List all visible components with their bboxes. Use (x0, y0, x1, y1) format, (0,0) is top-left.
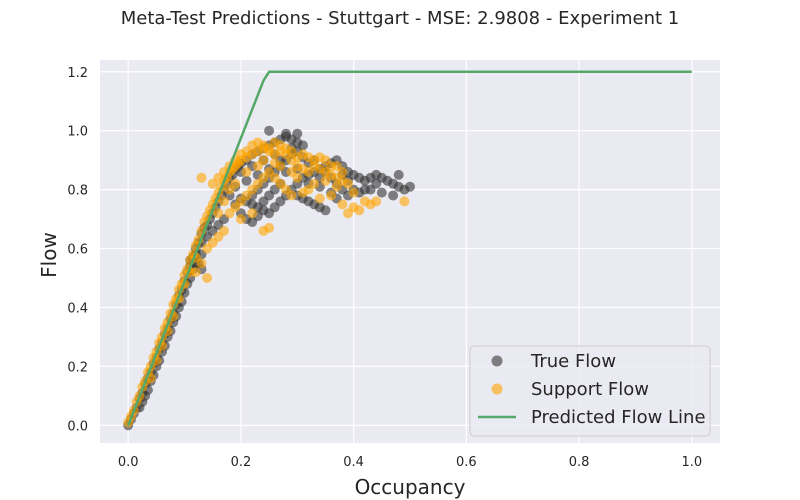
support-flow-point (331, 181, 342, 192)
support-flow-point (252, 161, 263, 172)
x-tick-label: 1.0 (681, 455, 702, 470)
y-tick-label: 0.8 (67, 184, 88, 199)
support-flow-point (297, 187, 308, 198)
true-flow-point (241, 175, 252, 186)
support-flow-point (213, 208, 224, 219)
series-layer (123, 70, 692, 431)
y-axis-label: Flow (37, 232, 61, 278)
x-tick-label: 0.0 (118, 455, 139, 470)
legend-label-support-flow: Support Flow (531, 379, 649, 400)
legend: True Flow Support Flow Predicted Flow Li… (469, 345, 711, 437)
y-tick-label: 1.0 (67, 125, 88, 140)
true-flow-point (388, 190, 399, 201)
support-flow-point (219, 196, 229, 207)
support-flow-point (235, 214, 246, 225)
support-flow-point (202, 273, 213, 283)
true-flow-point (405, 181, 415, 192)
support-flow-point (371, 196, 382, 207)
support-flow-point (326, 190, 337, 201)
y-tick-label: 0.6 (67, 243, 88, 258)
support-flow-point (241, 167, 252, 177)
support-flow-point (269, 158, 280, 169)
support-flow-point (343, 208, 353, 219)
legend-box (469, 345, 711, 437)
support-flow-point (314, 193, 325, 204)
support-flow-point (354, 205, 365, 216)
support-flow-point (264, 222, 275, 233)
true-flow-point (359, 184, 370, 195)
true-flow-point (292, 128, 303, 139)
support-flow-point (219, 225, 229, 236)
support-flow-point (348, 187, 359, 198)
chart-title: Meta-Test Predictions - Stuttgart - MSE:… (121, 8, 680, 29)
support-flow-point (247, 208, 258, 219)
tick-labels: 0.0 0.2 0.4 0.6 0.8 1.0 0.0 0.2 0.4 0.6 0.8 1.0 1.2 (67, 66, 702, 470)
support-flow-point (286, 190, 297, 201)
true-flow-point (281, 128, 291, 139)
x-axis-label: Occupancy (355, 475, 466, 499)
y-tick-label: 1.2 (67, 66, 88, 81)
true-flow-point (371, 178, 382, 189)
support-flow-point (207, 178, 218, 189)
support-flow-point (320, 175, 331, 186)
y-tick-label: 0.0 (67, 419, 88, 434)
support-flow-point (309, 178, 320, 189)
support-flow-point (399, 196, 410, 207)
legend-marker-true-flow (491, 355, 503, 367)
support-flow-point (196, 172, 207, 183)
x-tick-label: 0.6 (456, 455, 477, 470)
support-flow-point (224, 184, 235, 195)
true-flow-point (393, 169, 404, 180)
true-flow-point (247, 199, 258, 210)
support-flow-point (314, 152, 325, 163)
support-flow-point (337, 199, 348, 210)
support-flow-point (326, 161, 337, 172)
x-tick-label: 0.8 (569, 455, 590, 470)
predicted-flow-line (127, 70, 692, 426)
true-flow-point (376, 187, 387, 198)
legend-label-predicted-flow-line: Predicted Flow Line (531, 407, 706, 428)
x-tick-label: 0.2 (231, 455, 252, 470)
support-flow-point (286, 167, 297, 177)
true-flow-point (297, 140, 308, 151)
true-flow-point (264, 125, 275, 136)
y-tick-label: 0.4 (67, 301, 88, 316)
true-flow-point (320, 205, 331, 216)
support-flow-point (343, 178, 353, 189)
y-tick-label: 0.2 (67, 360, 88, 375)
legend-label-true-flow: True Flow (530, 351, 616, 372)
x-tick-label: 0.4 (343, 455, 364, 470)
series-predicted-flow-line (127, 70, 692, 426)
legend-marker-support-flow (491, 383, 503, 395)
support-flow-point (337, 167, 348, 177)
